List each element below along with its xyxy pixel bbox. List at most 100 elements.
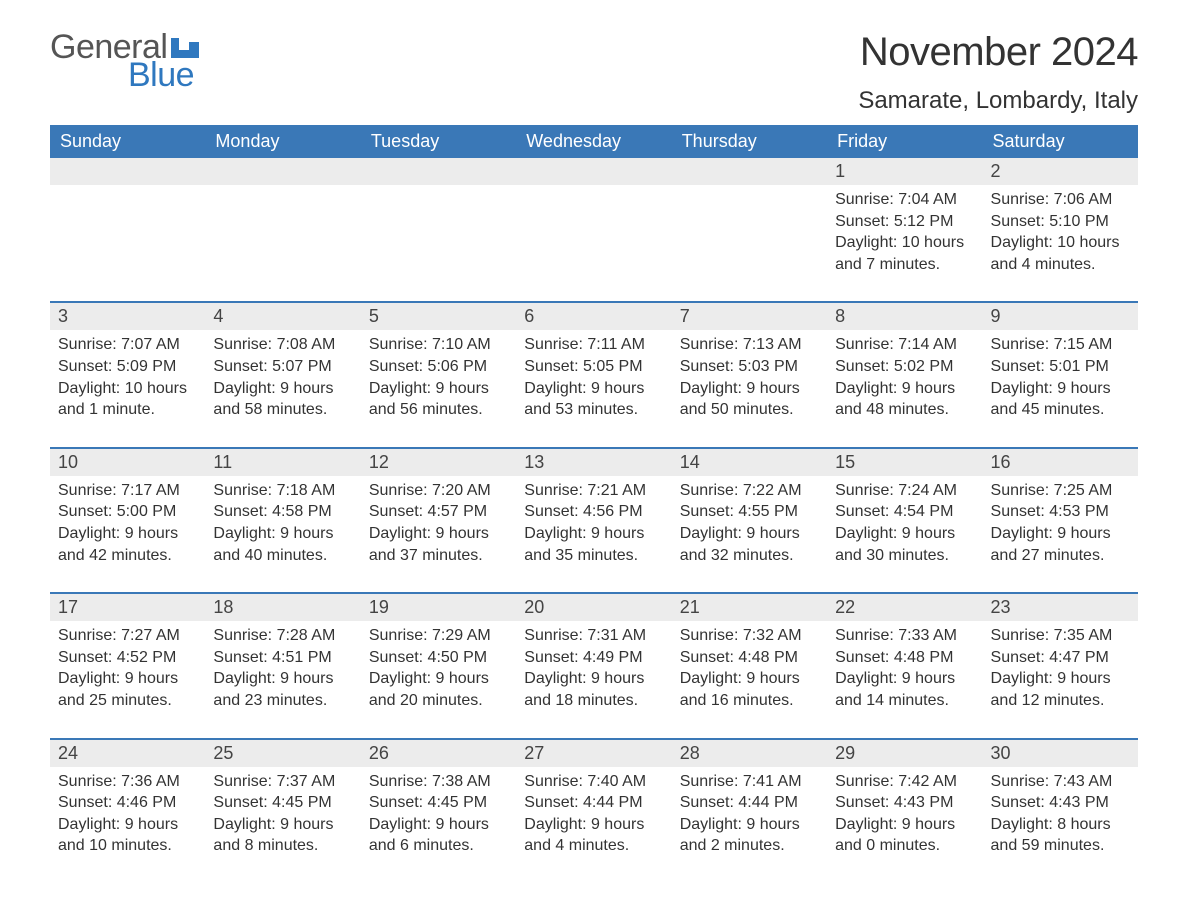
day-number: 3	[50, 303, 205, 330]
day-number: 14	[672, 449, 827, 476]
day-details: Sunrise: 7:18 AMSunset: 4:58 PMDaylight:…	[205, 476, 360, 572]
calendar-day-cell: 26Sunrise: 7:38 AMSunset: 4:45 PMDayligh…	[361, 740, 516, 863]
calendar-day-cell: 15Sunrise: 7:24 AMSunset: 4:54 PMDayligh…	[827, 449, 982, 572]
calendar-day-cell: 11Sunrise: 7:18 AMSunset: 4:58 PMDayligh…	[205, 449, 360, 572]
sunrise-line: Sunrise: 7:07 AM	[58, 334, 197, 356]
sunrise-line: Sunrise: 7:18 AM	[213, 480, 352, 502]
page-header: General Blue November 2024 Samarate, Lom…	[50, 30, 1138, 115]
calendar-day-cell: 2Sunrise: 7:06 AMSunset: 5:10 PMDaylight…	[983, 158, 1138, 281]
day-number	[361, 158, 516, 185]
sunrise-line: Sunrise: 7:37 AM	[213, 771, 352, 793]
daylight-line: Daylight: 9 hours and 2 minutes.	[680, 814, 819, 857]
day-details: Sunrise: 7:37 AMSunset: 4:45 PMDaylight:…	[205, 767, 360, 863]
dayname-header: Tuesday	[361, 125, 516, 158]
day-number	[205, 158, 360, 185]
sunset-line: Sunset: 4:50 PM	[369, 647, 508, 669]
day-number: 15	[827, 449, 982, 476]
daylight-line: Daylight: 9 hours and 16 minutes.	[680, 668, 819, 711]
day-number	[672, 158, 827, 185]
day-number	[50, 158, 205, 185]
day-number	[516, 158, 671, 185]
sunrise-line: Sunrise: 7:24 AM	[835, 480, 974, 502]
daylight-line: Daylight: 9 hours and 25 minutes.	[58, 668, 197, 711]
month-title: November 2024	[858, 30, 1138, 75]
daylight-line: Daylight: 9 hours and 0 minutes.	[835, 814, 974, 857]
calendar-day-cell: 25Sunrise: 7:37 AMSunset: 4:45 PMDayligh…	[205, 740, 360, 863]
calendar-day-cell: 27Sunrise: 7:40 AMSunset: 4:44 PMDayligh…	[516, 740, 671, 863]
sunrise-line: Sunrise: 7:27 AM	[58, 625, 197, 647]
day-details	[672, 185, 827, 195]
sunset-line: Sunset: 4:48 PM	[835, 647, 974, 669]
dayname-header: Friday	[827, 125, 982, 158]
sunrise-line: Sunrise: 7:42 AM	[835, 771, 974, 793]
logo-text-blue: Blue	[128, 58, 194, 92]
sunset-line: Sunset: 5:05 PM	[524, 356, 663, 378]
sunset-line: Sunset: 4:51 PM	[213, 647, 352, 669]
sunrise-line: Sunrise: 7:15 AM	[991, 334, 1130, 356]
day-details	[205, 185, 360, 195]
day-number: 17	[50, 594, 205, 621]
calendar-day-cell: 10Sunrise: 7:17 AMSunset: 5:00 PMDayligh…	[50, 449, 205, 572]
calendar-day-cell: 6Sunrise: 7:11 AMSunset: 5:05 PMDaylight…	[516, 303, 671, 426]
sunrise-line: Sunrise: 7:35 AM	[991, 625, 1130, 647]
logo: General Blue	[50, 30, 199, 92]
sunset-line: Sunset: 4:45 PM	[213, 792, 352, 814]
calendar-day-cell: 22Sunrise: 7:33 AMSunset: 4:48 PMDayligh…	[827, 594, 982, 717]
daylight-line: Daylight: 9 hours and 8 minutes.	[213, 814, 352, 857]
sunrise-line: Sunrise: 7:10 AM	[369, 334, 508, 356]
calendar-day-cell: 16Sunrise: 7:25 AMSunset: 4:53 PMDayligh…	[983, 449, 1138, 572]
calendar-day-cell: 28Sunrise: 7:41 AMSunset: 4:44 PMDayligh…	[672, 740, 827, 863]
sunset-line: Sunset: 4:54 PM	[835, 501, 974, 523]
day-details	[361, 185, 516, 195]
sunset-line: Sunset: 4:47 PM	[991, 647, 1130, 669]
calendar-day-cell: 20Sunrise: 7:31 AMSunset: 4:49 PMDayligh…	[516, 594, 671, 717]
day-details: Sunrise: 7:28 AMSunset: 4:51 PMDaylight:…	[205, 621, 360, 717]
day-details: Sunrise: 7:10 AMSunset: 5:06 PMDaylight:…	[361, 330, 516, 426]
sunrise-line: Sunrise: 7:17 AM	[58, 480, 197, 502]
day-details: Sunrise: 7:20 AMSunset: 4:57 PMDaylight:…	[361, 476, 516, 572]
calendar-day-cell: 29Sunrise: 7:42 AMSunset: 4:43 PMDayligh…	[827, 740, 982, 863]
day-details: Sunrise: 7:40 AMSunset: 4:44 PMDaylight:…	[516, 767, 671, 863]
sunrise-line: Sunrise: 7:33 AM	[835, 625, 974, 647]
daylight-line: Daylight: 9 hours and 30 minutes.	[835, 523, 974, 566]
dayname-header: Wednesday	[516, 125, 671, 158]
day-number: 19	[361, 594, 516, 621]
sunset-line: Sunset: 4:45 PM	[369, 792, 508, 814]
day-number: 23	[983, 594, 1138, 621]
sunset-line: Sunset: 4:44 PM	[524, 792, 663, 814]
daylight-line: Daylight: 9 hours and 50 minutes.	[680, 378, 819, 421]
sunset-line: Sunset: 5:03 PM	[680, 356, 819, 378]
sunset-line: Sunset: 5:01 PM	[991, 356, 1130, 378]
sunrise-line: Sunrise: 7:21 AM	[524, 480, 663, 502]
daylight-line: Daylight: 9 hours and 12 minutes.	[991, 668, 1130, 711]
sunrise-line: Sunrise: 7:04 AM	[835, 189, 974, 211]
day-number: 1	[827, 158, 982, 185]
flag-icon	[171, 38, 199, 58]
sunset-line: Sunset: 4:58 PM	[213, 501, 352, 523]
sunrise-line: Sunrise: 7:41 AM	[680, 771, 819, 793]
day-details: Sunrise: 7:38 AMSunset: 4:45 PMDaylight:…	[361, 767, 516, 863]
sunrise-line: Sunrise: 7:36 AM	[58, 771, 197, 793]
calendar-day-cell: 3Sunrise: 7:07 AMSunset: 5:09 PMDaylight…	[50, 303, 205, 426]
day-details: Sunrise: 7:24 AMSunset: 4:54 PMDaylight:…	[827, 476, 982, 572]
sunset-line: Sunset: 4:49 PM	[524, 647, 663, 669]
calendar-blank-cell	[205, 158, 360, 281]
sunrise-line: Sunrise: 7:31 AM	[524, 625, 663, 647]
day-number: 18	[205, 594, 360, 621]
sunset-line: Sunset: 4:53 PM	[991, 501, 1130, 523]
calendar-day-cell: 18Sunrise: 7:28 AMSunset: 4:51 PMDayligh…	[205, 594, 360, 717]
day-number: 9	[983, 303, 1138, 330]
daylight-line: Daylight: 9 hours and 10 minutes.	[58, 814, 197, 857]
day-number: 6	[516, 303, 671, 330]
calendar-blank-cell	[672, 158, 827, 281]
calendar-day-cell: 13Sunrise: 7:21 AMSunset: 4:56 PMDayligh…	[516, 449, 671, 572]
day-number: 11	[205, 449, 360, 476]
calendar: SundayMondayTuesdayWednesdayThursdayFrid…	[50, 125, 1138, 863]
daylight-line: Daylight: 9 hours and 37 minutes.	[369, 523, 508, 566]
calendar-blank-cell	[516, 158, 671, 281]
day-details: Sunrise: 7:25 AMSunset: 4:53 PMDaylight:…	[983, 476, 1138, 572]
sunrise-line: Sunrise: 7:08 AM	[213, 334, 352, 356]
day-number: 10	[50, 449, 205, 476]
sunset-line: Sunset: 5:09 PM	[58, 356, 197, 378]
daylight-line: Daylight: 9 hours and 23 minutes.	[213, 668, 352, 711]
